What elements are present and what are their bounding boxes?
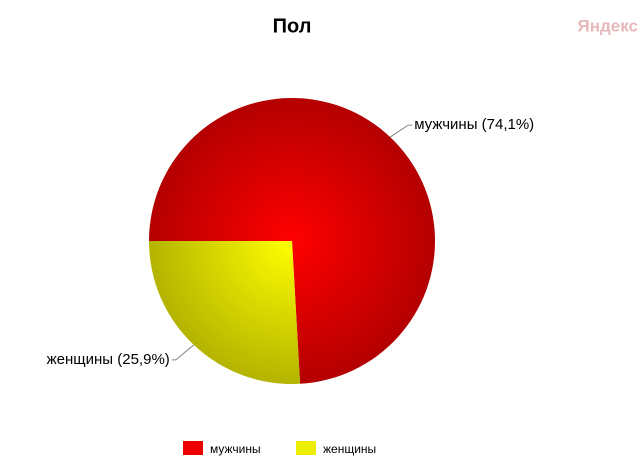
- data-label: мужчины (74,1%): [414, 116, 534, 133]
- legend-swatch: [296, 441, 316, 455]
- legend-label: мужчины: [210, 442, 261, 456]
- chart-title: Пол: [273, 15, 312, 37]
- pie-slice: [149, 98, 435, 384]
- data-label: женщины (25,9%): [47, 351, 170, 368]
- watermark: Яндекс: [578, 16, 638, 35]
- pie-slice: [149, 241, 301, 385]
- leader-line: [171, 344, 195, 361]
- leader-line: [389, 124, 413, 138]
- legend-label: женщины: [323, 442, 376, 456]
- legend-swatch: [183, 441, 203, 455]
